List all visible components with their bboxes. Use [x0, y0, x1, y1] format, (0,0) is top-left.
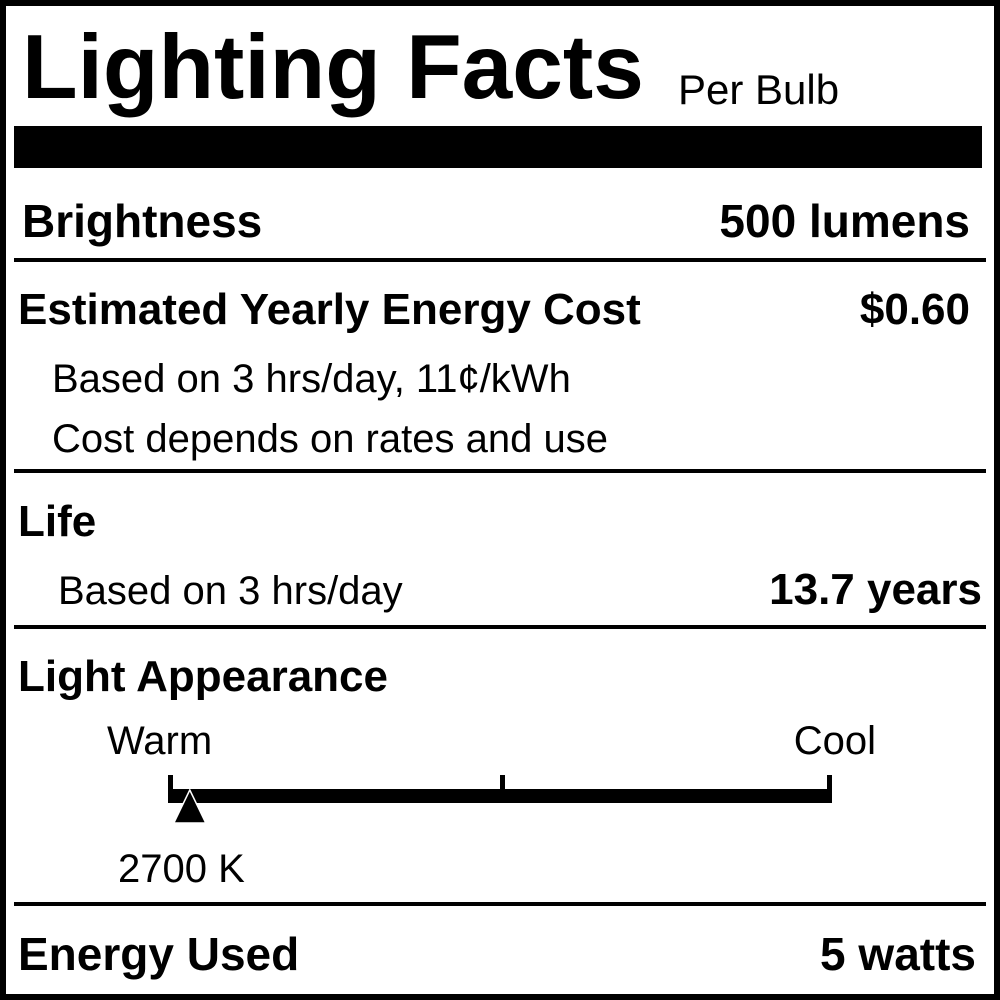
color-temperature-value: 2700 K	[118, 847, 245, 891]
energy-cost-label: Estimated Yearly Energy Cost	[18, 285, 641, 334]
energy-cost-note-usage: Cost depends on rates and use	[52, 417, 608, 461]
brightness-label: Brightness	[22, 195, 263, 247]
header-bar	[14, 126, 982, 168]
label-title: Lighting Facts	[22, 17, 644, 118]
scale-marker-triangle	[172, 788, 207, 824]
cool-label: Cool	[793, 719, 876, 763]
energy-used-label: Energy Used	[18, 928, 300, 980]
color-temperature-scale	[168, 775, 832, 824]
divider	[14, 469, 986, 473]
warm-label: Warm	[107, 719, 213, 763]
scale-tick-warm	[168, 775, 173, 803]
life-label: Life	[18, 497, 97, 546]
scale-tick-cool	[827, 775, 832, 803]
label-subtitle: Per Bulb	[678, 66, 840, 113]
life-note: Based on 3 hrs/day	[58, 569, 403, 613]
life-value: 13.7 years	[769, 565, 982, 614]
scale-tick-middle	[500, 775, 505, 803]
divider	[14, 625, 986, 629]
energy-cost-note-rate: Based on 3 hrs/day, 11¢/kWh	[52, 357, 571, 401]
divider	[14, 902, 986, 906]
divider	[14, 258, 986, 262]
light-appearance-label: Light Appearance	[18, 652, 388, 701]
energy-cost-value: $0.60	[859, 285, 970, 334]
brightness-value: 500 lumens	[719, 195, 970, 247]
energy-used-value: 5 watts	[820, 928, 976, 980]
